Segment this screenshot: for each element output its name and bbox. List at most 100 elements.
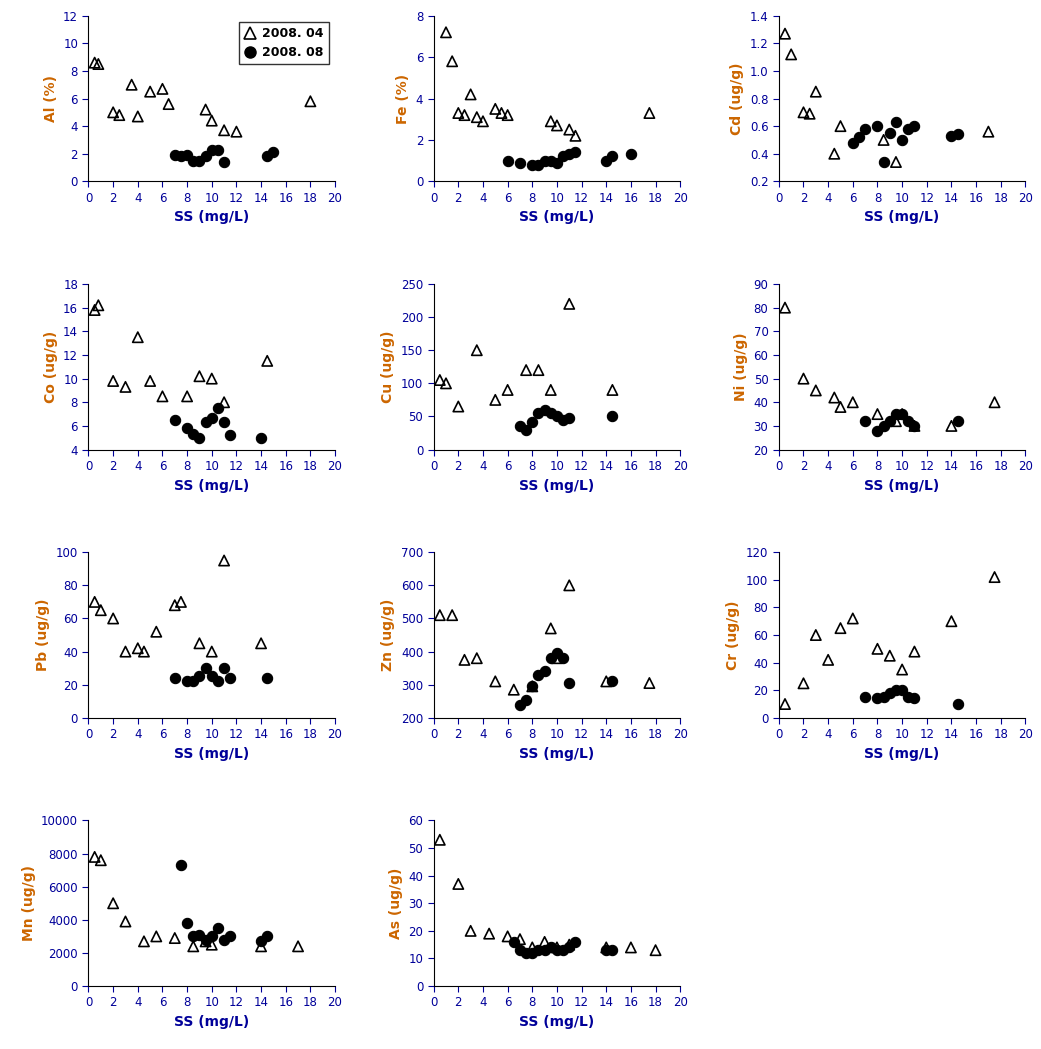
Point	[185, 426, 202, 443]
Point	[179, 388, 196, 405]
Point	[192, 668, 208, 685]
Point	[598, 152, 614, 169]
Point	[167, 147, 183, 164]
Point	[536, 663, 553, 680]
Point	[192, 429, 208, 446]
Point	[832, 620, 848, 637]
Point	[906, 690, 922, 707]
Point	[604, 382, 620, 399]
Point	[179, 915, 196, 932]
Point	[215, 552, 232, 569]
Point	[549, 645, 565, 662]
Point	[869, 423, 886, 440]
Point	[185, 928, 202, 945]
Point	[167, 411, 183, 428]
Point	[86, 302, 103, 319]
Point	[173, 594, 189, 611]
Point	[549, 154, 565, 171]
Point	[86, 594, 103, 611]
Y-axis label: Zn (ug/g): Zn (ug/g)	[381, 599, 396, 671]
Point	[561, 937, 578, 954]
Point	[129, 640, 146, 657]
Point	[832, 117, 848, 134]
Point	[604, 942, 620, 959]
Point	[561, 122, 578, 138]
Point	[561, 675, 578, 691]
Point	[192, 368, 208, 385]
Point	[148, 928, 164, 945]
Legend: 2008. 04, 2008. 08: 2008. 04, 2008. 08	[238, 22, 329, 64]
Point	[802, 105, 818, 122]
Point	[259, 928, 276, 945]
Point	[869, 117, 886, 134]
Point	[549, 939, 565, 956]
Point	[894, 661, 911, 678]
Point	[185, 673, 202, 690]
Point	[173, 148, 189, 165]
Point	[561, 939, 578, 956]
Point	[105, 104, 122, 121]
Point	[555, 411, 572, 428]
X-axis label: SS (mg/L): SS (mg/L)	[174, 747, 250, 761]
Point	[542, 113, 559, 130]
Point	[808, 382, 824, 399]
Point	[894, 131, 911, 148]
Point	[253, 938, 270, 955]
Point	[173, 857, 189, 874]
X-axis label: SS (mg/L): SS (mg/L)	[864, 747, 940, 761]
Point	[86, 849, 103, 865]
Point	[209, 142, 226, 158]
Point	[604, 148, 620, 165]
Point	[524, 939, 540, 956]
Point	[777, 695, 793, 712]
Point	[820, 651, 837, 668]
Point	[209, 673, 226, 690]
Point	[167, 669, 183, 686]
Point	[875, 418, 892, 434]
Point	[203, 409, 220, 426]
Point	[906, 117, 922, 134]
Point	[555, 148, 572, 165]
Point	[90, 297, 106, 314]
Point	[986, 569, 1002, 585]
Point	[604, 673, 620, 690]
Point	[875, 131, 892, 148]
Point	[542, 620, 559, 637]
Point	[567, 127, 584, 144]
Point	[487, 101, 504, 117]
X-axis label: SS (mg/L): SS (mg/L)	[174, 478, 250, 493]
Point	[542, 405, 559, 422]
Point	[179, 673, 196, 690]
Point	[456, 107, 473, 124]
Point	[506, 681, 523, 698]
Point	[222, 669, 238, 686]
Point	[795, 675, 812, 691]
Point	[517, 944, 534, 961]
Y-axis label: Cd (ug/g): Cd (ug/g)	[730, 62, 744, 134]
Point	[844, 611, 861, 627]
Point	[154, 388, 171, 405]
Point	[641, 105, 658, 122]
Point	[259, 148, 276, 165]
Point	[536, 152, 553, 169]
X-axis label: SS (mg/L): SS (mg/L)	[174, 210, 250, 224]
Point	[524, 678, 540, 694]
Point	[215, 153, 232, 170]
Point	[129, 108, 146, 125]
Point	[850, 129, 867, 146]
Point	[549, 942, 565, 959]
Point	[542, 939, 559, 956]
Point	[90, 56, 106, 72]
X-axis label: SS (mg/L): SS (mg/L)	[174, 1015, 250, 1029]
Point	[542, 382, 559, 399]
Point	[228, 123, 245, 140]
Y-axis label: Ni (ug/g): Ni (ug/g)	[734, 333, 748, 401]
Y-axis label: Pb (ug/g): Pb (ug/g)	[36, 599, 50, 671]
Point	[203, 112, 220, 129]
Point	[875, 153, 892, 170]
Point	[481, 925, 498, 942]
Point	[475, 113, 491, 130]
Point	[437, 374, 454, 391]
Point	[555, 942, 572, 959]
Point	[93, 852, 109, 869]
